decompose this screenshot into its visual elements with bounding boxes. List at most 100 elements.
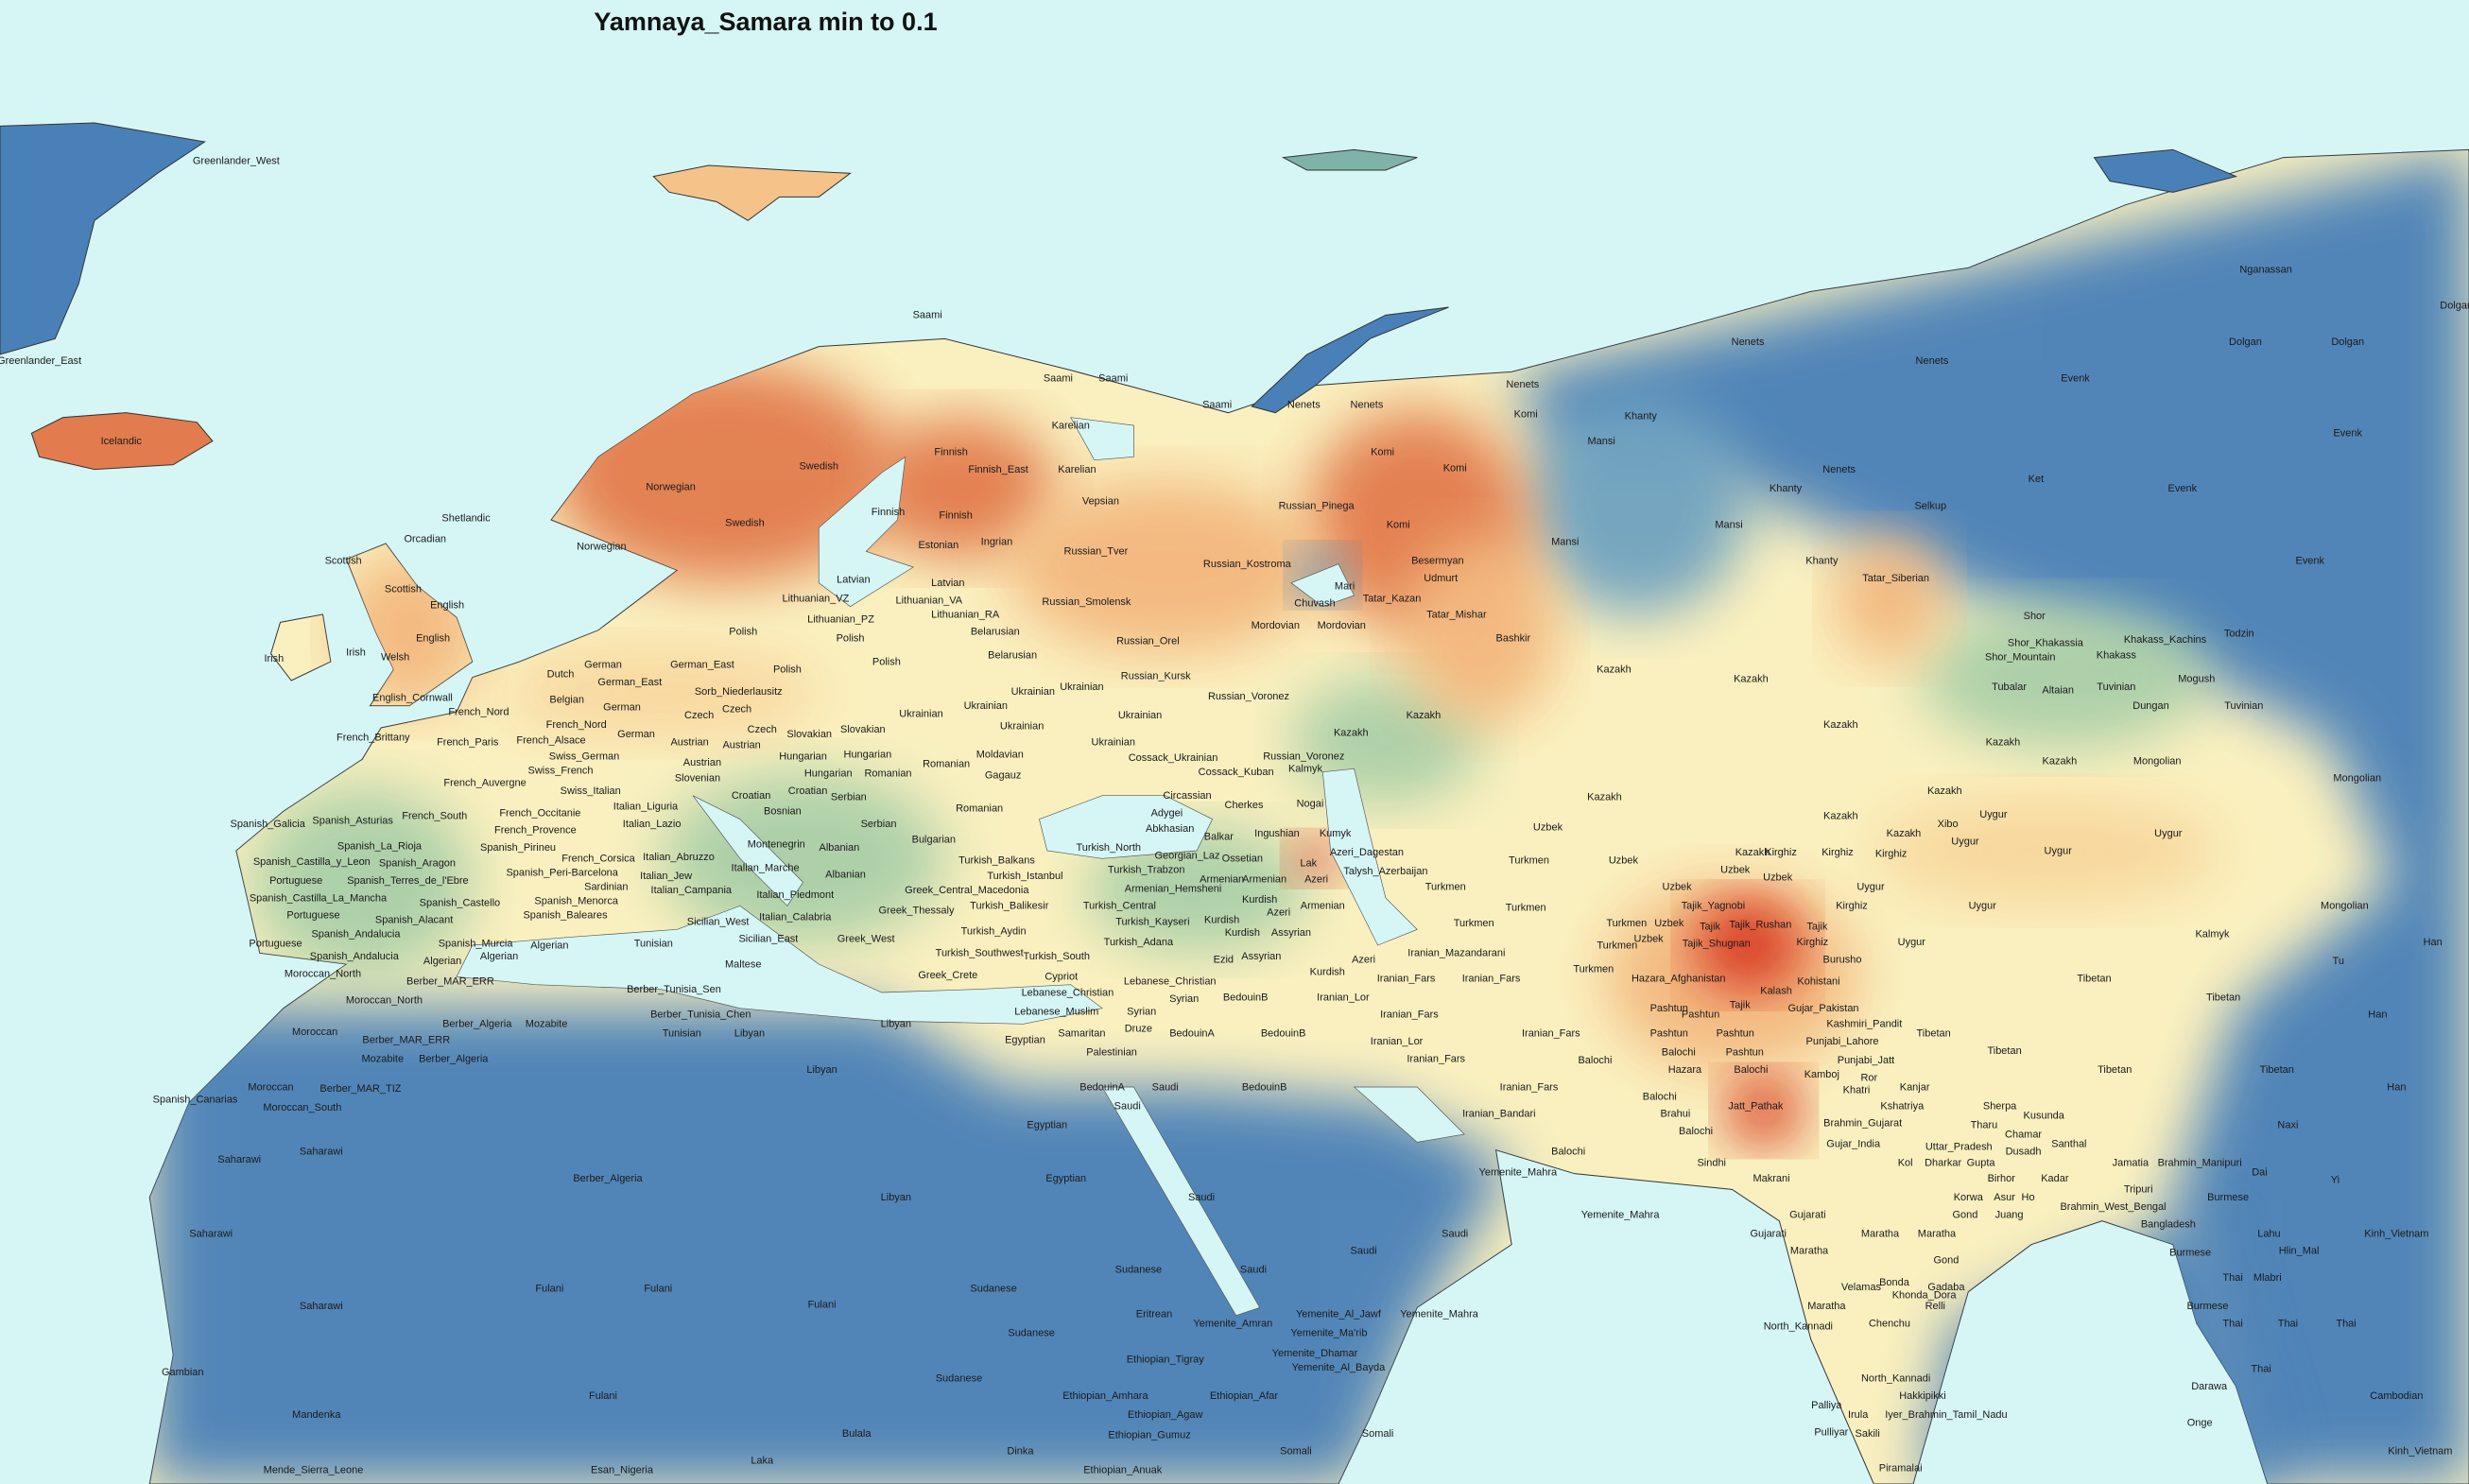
population-label: Ethiopian_Afar xyxy=(1210,1390,1278,1402)
svalbard xyxy=(652,164,852,221)
population-label: Kurdish xyxy=(1225,927,1260,939)
population-label: Azeri_Dagestan xyxy=(1330,847,1404,858)
population-label: Tibetan xyxy=(2260,1064,2294,1076)
population-label: Gadaba xyxy=(1927,1282,1965,1293)
islands xyxy=(0,122,2238,471)
population-label: Saharawi xyxy=(217,1154,261,1165)
population-label: Polish xyxy=(773,664,802,676)
population-label: Saudi xyxy=(1114,1100,1141,1112)
population-label: Dharkar xyxy=(1925,1157,1961,1168)
population-label: Yemenite_Dhamar xyxy=(1272,1348,1358,1359)
population-label: Icelandic xyxy=(101,436,143,447)
population-label: Finnish_East xyxy=(968,464,1027,475)
population-label: Turkmen xyxy=(1509,854,1549,866)
population-label: Kalmyk xyxy=(1288,764,1323,775)
population-label: Saami xyxy=(1044,372,1073,384)
population-label: Tunisian xyxy=(663,1028,701,1040)
population-label: Brahmin_Gujarat xyxy=(1823,1118,1902,1130)
tarim-mid xyxy=(1873,795,2220,906)
population-label: Han xyxy=(2424,937,2443,948)
population-label: Chamar xyxy=(2005,1129,2042,1140)
population-label: Azeri xyxy=(1352,954,1375,965)
population-label: Finnish xyxy=(934,447,967,458)
population-label: Turkish_North xyxy=(1076,842,1141,854)
population-label: Saharawi xyxy=(189,1228,233,1239)
population-label: Italian_Calabria xyxy=(759,911,832,923)
population-label: Portuguese xyxy=(249,939,302,950)
population-label: Romanian xyxy=(956,802,1003,814)
population-label: Spanish_Peri-Barcelona xyxy=(506,868,618,879)
population-label: Spanish_Andalucia xyxy=(310,951,400,962)
population-label: Tubalar xyxy=(1992,682,2027,693)
population-label: Tharu xyxy=(1971,1119,1998,1130)
population-label: Burmese xyxy=(2169,1247,2211,1258)
population-label: Shor xyxy=(2024,611,2046,622)
population-label: Spanish_Pirineu xyxy=(480,842,556,854)
population-label: Turkish_Aydin xyxy=(961,925,1027,937)
population-label: Gagauz xyxy=(985,769,1021,781)
population-label: Belgian xyxy=(549,694,584,705)
population-label: Finnish xyxy=(872,507,905,518)
population-label: Karelian xyxy=(1052,420,1090,431)
population-label: Turkish_Istanbul xyxy=(987,871,1062,882)
population-label: Evenk xyxy=(2061,372,2090,384)
population-label: Kol xyxy=(1898,1157,1913,1168)
population-label: English_Cornwall xyxy=(372,693,453,704)
population-label: Tibetan xyxy=(1917,1028,1951,1040)
population-label: Gond xyxy=(1953,1209,1978,1220)
population-label: Georgian_Laz xyxy=(1155,850,1220,861)
population-label: Uygur xyxy=(1979,809,2008,820)
population-label: Irish xyxy=(264,653,284,664)
population-label: Armenian xyxy=(1200,873,1244,885)
population-label: Tibetan xyxy=(2098,1064,2132,1076)
population-label: BedouinA xyxy=(1169,1028,1215,1040)
population-label: Swiss_French xyxy=(528,765,594,776)
population-label: Thai xyxy=(2336,1318,2356,1329)
population-label: Saudi xyxy=(1442,1228,1468,1239)
population-label: Moroccan_North xyxy=(285,968,361,979)
population-label: Nganassan xyxy=(2239,264,2292,275)
population-label: Bulgarian xyxy=(912,835,956,846)
population-label: Austrian xyxy=(670,736,708,748)
population-label: BedouinB xyxy=(1261,1028,1306,1040)
population-label: Bosnian xyxy=(764,806,802,818)
population-label: Evenk xyxy=(2333,428,2362,440)
population-label: Libyan xyxy=(881,1192,911,1203)
population-label: Spanish_Castilla_y_Leon xyxy=(253,856,371,868)
population-label: Algerian xyxy=(423,956,461,967)
population-label: Ezid xyxy=(1214,954,1234,965)
population-label: Khakass_Kachins xyxy=(2124,634,2207,646)
population-label: Russian_Voronez xyxy=(1208,691,1289,702)
population-label: Mogush xyxy=(2178,674,2215,685)
population-label: North_Kannadi xyxy=(1861,1373,1930,1385)
seas xyxy=(456,417,1465,1317)
population-label: Turkmen xyxy=(1573,963,1614,975)
population-label: Somali xyxy=(1362,1428,1394,1440)
population-label: Kazakh xyxy=(1597,664,1632,676)
population-label: Turkish_Kayseri xyxy=(1115,916,1189,927)
population-label: Han xyxy=(2387,1081,2406,1093)
population-label: Scottish xyxy=(325,556,362,567)
population-label: Gond xyxy=(1934,1255,1960,1267)
population-label: Ethiopian_Gumuz xyxy=(1108,1430,1190,1441)
population-label: Lebanese_Christian xyxy=(1124,976,1217,988)
population-label: Selkup xyxy=(1914,500,1946,511)
population-label: Burusho xyxy=(1823,954,1862,965)
population-label: Thai xyxy=(2251,1364,2270,1375)
population-label: Kirghiz xyxy=(1875,849,1908,860)
population-label: Iranian_Mazandarani xyxy=(1407,948,1505,959)
central-europe-mid xyxy=(504,646,820,741)
population-label: Austrian xyxy=(683,757,721,768)
population-label: Swiss_German xyxy=(549,751,619,762)
population-label: Ingrian xyxy=(981,537,1013,548)
caucasus-max xyxy=(1289,837,1340,881)
population-label: Kashmiri_Pandit xyxy=(1826,1019,1902,1030)
population-label: Uzbek xyxy=(1533,821,1563,833)
population-label: Estonian xyxy=(918,540,958,551)
population-label: Iranian_Fars xyxy=(1500,1081,1559,1093)
population-label: Santhal xyxy=(2051,1138,2086,1149)
population-label: French_South xyxy=(402,811,467,822)
population-label: Norwegian xyxy=(646,481,696,492)
population-label: Berber_Tunisia_Chen xyxy=(650,1009,751,1021)
novaya-zemlya xyxy=(1251,306,1449,414)
